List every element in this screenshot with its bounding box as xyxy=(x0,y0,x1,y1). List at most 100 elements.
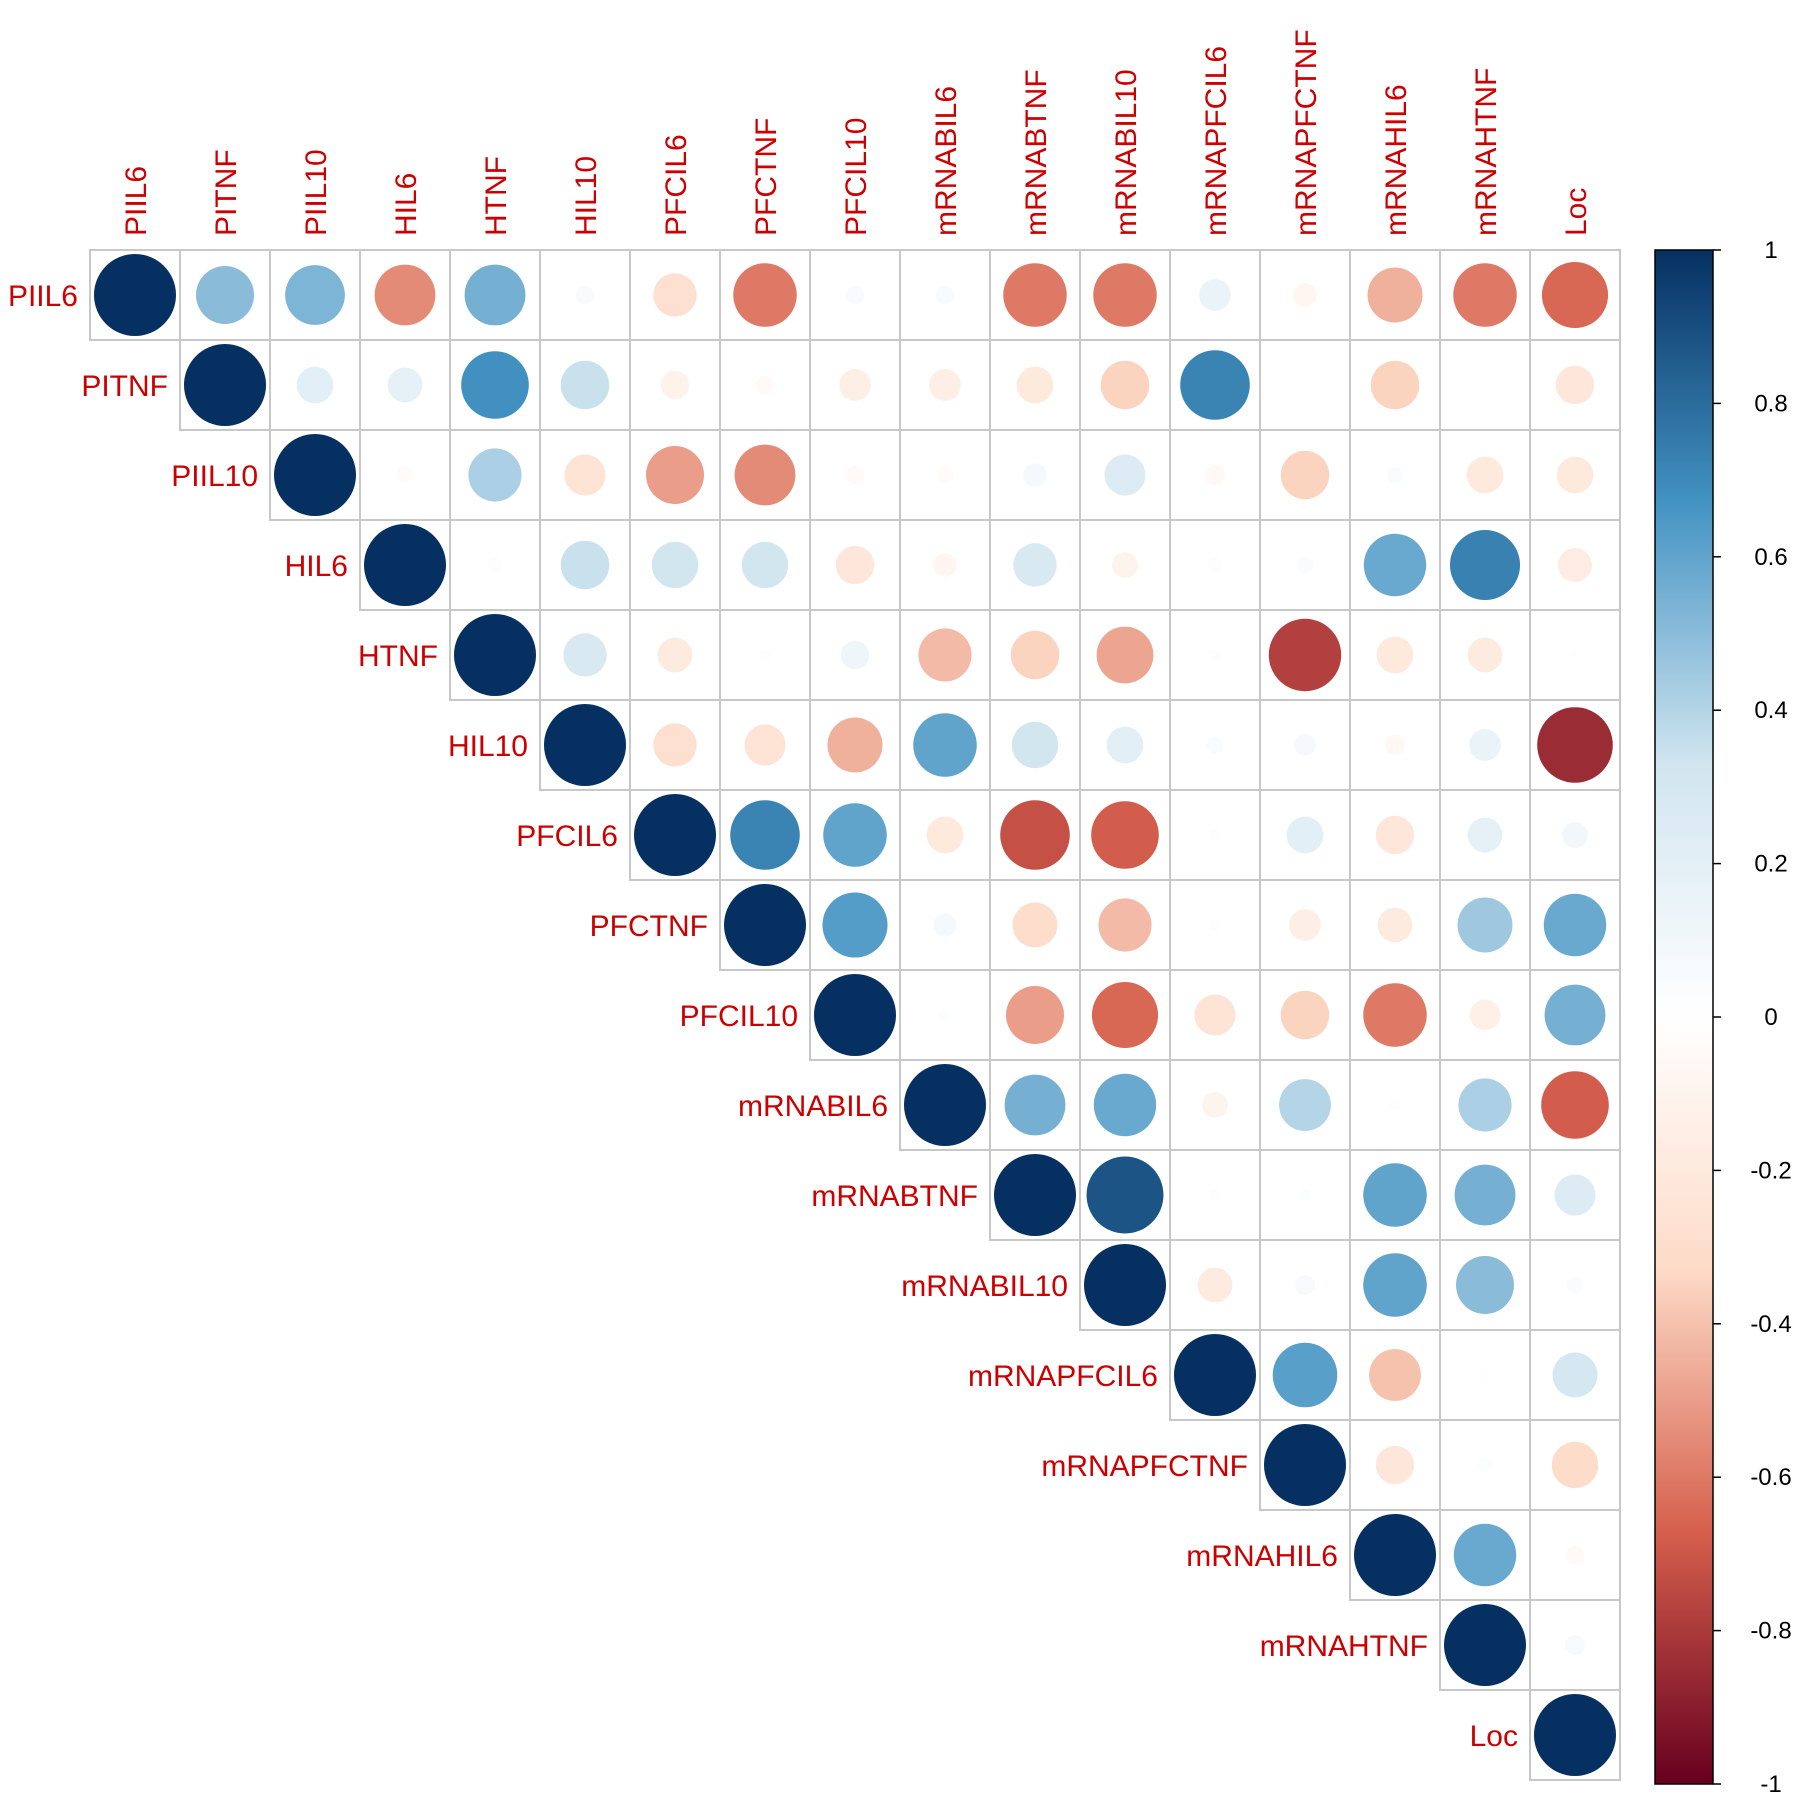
corr-circle-mRNABIL6-mRNABIL6 xyxy=(904,1064,986,1146)
corr-circle-HIL10-mRNAPFCIL6 xyxy=(1206,736,1224,754)
corr-circle-PFCTNF-mRNAHIL6 xyxy=(1377,907,1413,943)
col-label-Loc: Loc xyxy=(1560,188,1593,236)
corr-circle-PIIL10-mRNABIL10 xyxy=(1104,454,1146,496)
corr-circle-mRNABTNF-mRNAPFCTNF xyxy=(1299,1189,1311,1201)
corr-circle-HTNF-mRNAHIL6 xyxy=(1376,636,1414,674)
corr-circle-mRNAPFCTNF-mRNAPFCTNF xyxy=(1264,1424,1346,1506)
color-legend: 1 0.8 0.6 0.4 0.2 0 -0.2 -0.4 -0.6 -0.8 -1 xyxy=(1654,237,1792,1798)
corr-circle-mRNAPFCIL6-Loc xyxy=(1552,1352,1598,1398)
corr-circle-PFCIL6-mRNAHTNF xyxy=(1467,817,1503,853)
row-label-mRNAPFCIL6: mRNAPFCIL6 xyxy=(968,1360,1158,1393)
corr-circle-PFCIL10-mRNAPFCIL6 xyxy=(1194,994,1236,1036)
corr-circle-PFCIL10-mRNAHTNF xyxy=(1469,999,1501,1031)
col-label-HIL10: HIL10 xyxy=(570,156,603,236)
corr-circle-HTNF-PFCIL10 xyxy=(840,640,870,670)
corr-circle-PIIL10-mRNABIL6 xyxy=(936,466,954,484)
colorbar-tick-label: 0 xyxy=(1764,1004,1777,1031)
corr-circle-PIIL6-mRNABIL6 xyxy=(935,285,955,305)
corr-circle-PFCIL6-PFCTNF xyxy=(730,800,800,870)
row-label-PFCTNF: PFCTNF xyxy=(590,910,708,943)
corr-circle-PFCTNF-mRNABTNF xyxy=(1012,902,1058,948)
corr-circle-mRNAHIL6-Loc xyxy=(1565,1545,1585,1565)
corr-circle-HIL6-HIL10 xyxy=(560,540,610,590)
corr-circle-HIL6-mRNAHIL6 xyxy=(1363,533,1427,597)
corr-circle-HIL6-HTNF xyxy=(487,557,503,573)
corr-circle-mRNABTNF-Loc xyxy=(1554,1174,1596,1216)
corr-circle-HTNF-mRNAPFCIL6 xyxy=(1209,649,1221,661)
column-labels: PIIL6 PITNF PIIL10 HIL6 HTNF HIL10 PFCIL6 PFCTN… xyxy=(120,29,1593,236)
corr-circle-PIIL6-PITNF xyxy=(196,266,254,324)
corr-circle-PITNF-mRNAPFCIL6 xyxy=(1180,350,1250,420)
colorbar-tick-label: 0.2 xyxy=(1754,851,1787,878)
row-label-PIIL6: PIIL6 xyxy=(8,280,78,313)
corr-circle-PFCTNF-PFCTNF xyxy=(724,884,806,966)
corr-circle-PITNF-PFCIL6 xyxy=(660,370,690,400)
corr-circle-PFCIL6-mRNABTNF xyxy=(1000,800,1070,870)
corr-circle-HTNF-HIL10 xyxy=(563,633,607,677)
corr-circle-PITNF-PFCIL10 xyxy=(839,369,871,401)
col-label-PFCTNF: PFCTNF xyxy=(750,118,783,236)
corr-circle-PIIL10-PFCTNF xyxy=(734,444,796,506)
corr-circle-PFCIL6-mRNAHIL6 xyxy=(1375,815,1415,855)
corr-circle-PIIL6-PIIL6 xyxy=(94,254,176,336)
colorbar-tick-label: 0.6 xyxy=(1754,544,1787,571)
row-label-mRNABIL6: mRNABIL6 xyxy=(738,1090,888,1123)
corr-circle-HTNF-mRNABIL6 xyxy=(918,628,972,682)
corr-circle-HTNF-HTNF xyxy=(454,614,536,696)
corr-circle-PIIL6-mRNAHTNF xyxy=(1453,263,1517,327)
corr-circle-PIIL6-HIL6 xyxy=(374,264,436,326)
corr-circle-PITNF-HIL6 xyxy=(387,367,423,403)
corr-circle-HIL6-Loc xyxy=(1558,548,1592,582)
col-label-mRNABTNF: mRNABTNF xyxy=(1020,69,1053,236)
corr-circle-PFCTNF-mRNAHTNF xyxy=(1457,897,1513,953)
corr-circle-PIIL6-Loc xyxy=(1541,261,1609,329)
cell-PIIL6-mRNAPFCTNF xyxy=(1259,249,1351,341)
corr-circle-PIIL6-HIL10 xyxy=(575,285,595,305)
corr-circle-HIL6-mRNABIL6 xyxy=(933,553,957,577)
corr-circle-PITNF-PIIL10 xyxy=(296,366,334,404)
corr-circle-mRNAHIL6-mRNAHTNF xyxy=(1453,1523,1517,1587)
row-label-PFCIL6: PFCIL6 xyxy=(516,820,618,853)
corr-circle-mRNAPFCIL6-mRNAPFCIL6 xyxy=(1174,1334,1256,1416)
corr-circle-PIIL10-HIL6 xyxy=(396,466,414,484)
corr-circle-mRNABTNF-mRNABIL10 xyxy=(1086,1156,1164,1234)
corr-circle-PFCIL10-mRNAHIL6 xyxy=(1363,983,1427,1047)
col-label-PIIL6: PIIL6 xyxy=(120,166,153,236)
corr-circle-mRNABIL10-mRNABIL10 xyxy=(1084,1244,1166,1326)
corr-circle-PIIL10-mRNABTNF xyxy=(1023,463,1047,487)
corr-circle-PIIL6-mRNAPFCTNF xyxy=(1293,283,1317,307)
corr-circle-PFCIL10-mRNABTNF xyxy=(1006,986,1064,1044)
row-label-HIL6: HIL6 xyxy=(285,550,348,583)
corr-circle-PFCIL10-mRNABIL10 xyxy=(1091,981,1159,1049)
row-label-mRNAPFCTNF: mRNAPFCTNF xyxy=(1041,1450,1248,1483)
col-label-HTNF: HTNF xyxy=(480,156,513,236)
corr-circle-HIL6-PFCIL6 xyxy=(651,541,699,589)
col-label-mRNAHTNF: mRNAHTNF xyxy=(1470,68,1503,236)
row-label-PIIL10: PIIL10 xyxy=(171,460,258,493)
row-label-mRNAHIL6: mRNAHIL6 xyxy=(1186,1540,1338,1573)
colorbar-tick-label: -0.6 xyxy=(1750,1464,1791,1491)
corr-circle-HTNF-mRNAHTNF xyxy=(1467,637,1503,673)
corr-circle-mRNABTNF-mRNABTNF xyxy=(994,1154,1076,1236)
col-label-mRNAPFCIL6: mRNAPFCIL6 xyxy=(1200,46,1233,236)
grid-cells xyxy=(89,249,1621,1781)
corr-circle-mRNAPFCTNF-mRNAHIL6 xyxy=(1375,1445,1415,1485)
row-label-HIL10: HIL10 xyxy=(448,730,528,763)
corr-circle-PFCTNF-mRNABIL6 xyxy=(933,913,957,937)
corr-circle-PFCIL6-mRNABIL10 xyxy=(1091,801,1159,869)
corr-circle-PITNF-HIL10 xyxy=(560,360,610,410)
corr-circle-mRNABIL6-mRNAHIL6 xyxy=(1389,1099,1401,1111)
corr-circle-mRNAPFCIL6-mRNAHIL6 xyxy=(1369,1349,1421,1401)
corr-circle-HIL10-PFCIL6 xyxy=(653,723,697,767)
corr-circle-PITNF-HTNF xyxy=(461,351,529,419)
corr-circle-HTNF-PFCIL6 xyxy=(657,637,693,673)
corr-circle-HIL10-mRNABIL6 xyxy=(913,713,977,777)
corr-circle-mRNABIL6-mRNABIL10 xyxy=(1093,1073,1157,1137)
row-label-PFCIL10: PFCIL10 xyxy=(680,1000,798,1033)
col-label-HIL6: HIL6 xyxy=(390,173,423,236)
row-label-mRNABIL10: mRNABIL10 xyxy=(901,1270,1068,1303)
corr-circle-HIL6-mRNAPFCTNF xyxy=(1296,556,1314,574)
row-label-mRNAHTNF: mRNAHTNF xyxy=(1260,1630,1428,1663)
corr-circle-PIIL10-mRNAPFCTNF xyxy=(1280,450,1330,500)
